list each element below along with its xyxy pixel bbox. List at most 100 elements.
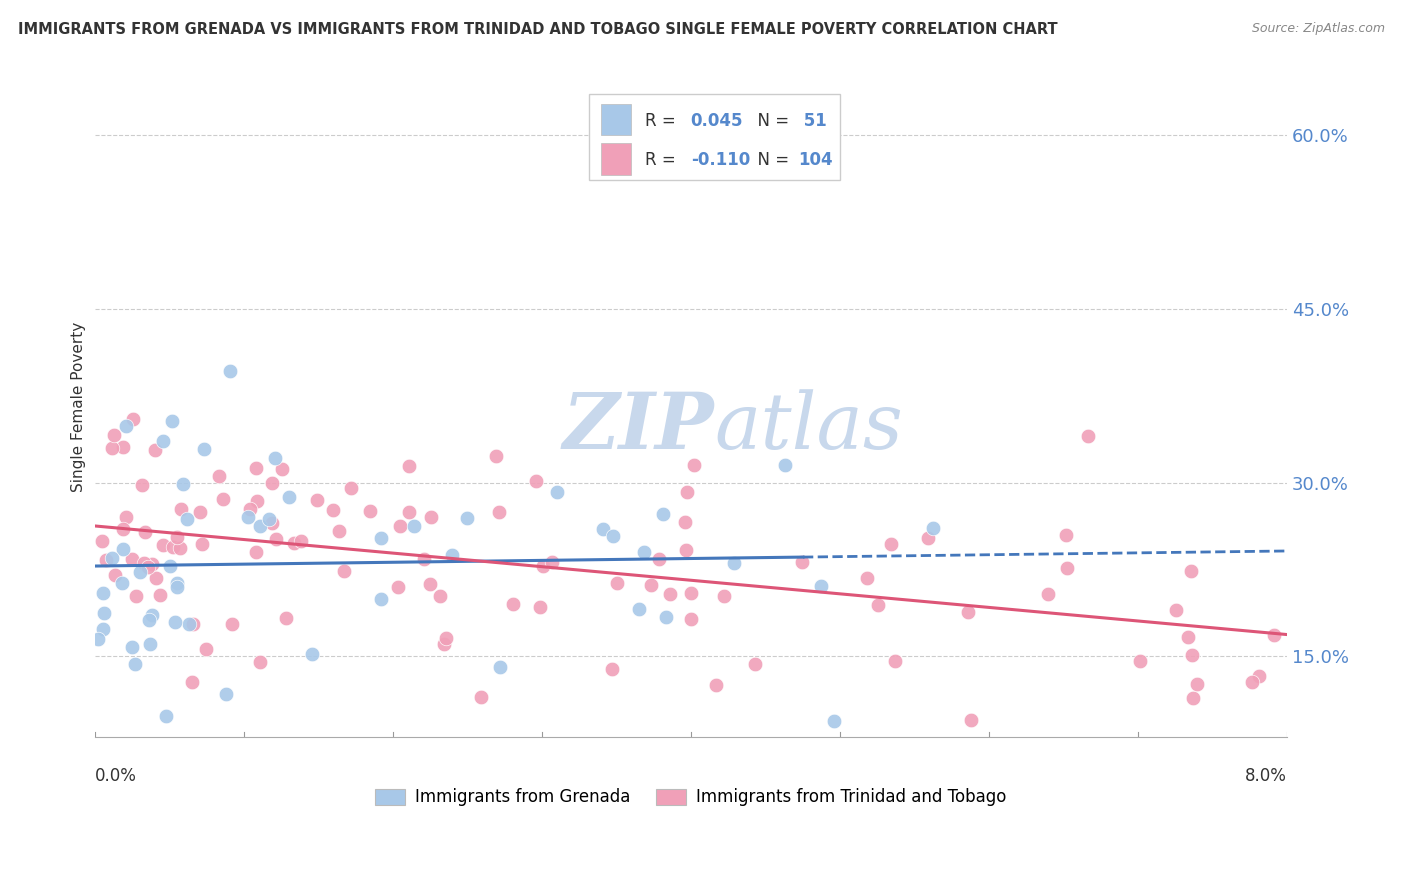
Point [592, 522, 614, 536]
Point [245, 461, 267, 475]
Point [1241, 675, 1264, 690]
Point [221, 616, 243, 631]
Point [884, 654, 907, 668]
Point [264, 450, 287, 465]
Point [1177, 630, 1199, 644]
Point [531, 559, 554, 574]
Point [485, 450, 508, 464]
Point [679, 612, 702, 626]
Point [307, 492, 329, 507]
Point [141, 608, 163, 623]
Text: atlas: atlas [714, 389, 903, 466]
Point [1180, 564, 1202, 578]
Point [90, 534, 112, 549]
Point [1263, 628, 1285, 642]
Point [277, 490, 299, 504]
Point [659, 587, 682, 601]
Point [1181, 648, 1204, 662]
Text: 8.0%: 8.0% [1244, 767, 1286, 785]
Point [602, 529, 624, 543]
FancyBboxPatch shape [602, 144, 631, 175]
Point [398, 459, 420, 474]
Point [339, 481, 361, 495]
Point [546, 485, 568, 500]
Text: ZIP: ZIP [562, 389, 714, 466]
Point [104, 567, 127, 582]
FancyBboxPatch shape [589, 94, 839, 179]
Point [333, 564, 356, 578]
Point [260, 475, 283, 490]
Point [524, 475, 547, 489]
Point [239, 501, 262, 516]
Point [193, 442, 215, 456]
Point [166, 581, 188, 595]
Point [114, 510, 136, 524]
Point [169, 541, 191, 556]
Text: N =: N = [747, 112, 794, 129]
Point [134, 556, 156, 570]
Point [103, 427, 125, 442]
Point [679, 586, 702, 600]
Point [1056, 561, 1078, 575]
Point [502, 597, 524, 611]
Point [159, 558, 181, 573]
Point [402, 519, 425, 533]
Text: IMMIGRANTS FROM GRENADA VS IMMIGRANTS FROM TRINIDAD AND TOBAGO SINGLE FEMALE POV: IMMIGRANTS FROM GRENADA VS IMMIGRANTS FR… [18, 22, 1057, 37]
Point [112, 541, 135, 556]
Point [246, 494, 269, 508]
Point [91, 623, 114, 637]
Point [152, 538, 174, 552]
Point [1036, 587, 1059, 601]
Point [683, 458, 706, 472]
Point [121, 640, 143, 654]
Point [131, 477, 153, 491]
Point [1077, 429, 1099, 443]
Point [790, 555, 813, 569]
Point [143, 443, 166, 458]
Point [283, 536, 305, 550]
Point [1054, 528, 1077, 542]
Text: 51: 51 [799, 112, 827, 129]
Point [215, 687, 238, 701]
Point [249, 655, 271, 669]
Text: 0.045: 0.045 [690, 112, 744, 129]
Point [489, 660, 512, 674]
Legend: Immigrants from Grenada, Immigrants from Trinidad and Tobago: Immigrants from Grenada, Immigrants from… [368, 781, 1012, 814]
Point [152, 434, 174, 449]
Point [359, 504, 381, 518]
Text: R =: R = [645, 152, 682, 169]
Point [328, 524, 350, 538]
Point [959, 713, 981, 727]
Point [529, 599, 551, 614]
Point [128, 565, 150, 579]
Point [773, 458, 796, 472]
Point [470, 690, 492, 704]
Text: 0.0%: 0.0% [94, 767, 136, 785]
Point [433, 637, 456, 651]
Point [134, 524, 156, 539]
Point [176, 512, 198, 526]
Point [922, 521, 945, 535]
Point [136, 560, 159, 574]
Point [172, 477, 194, 491]
Point [145, 571, 167, 585]
Point [917, 531, 939, 545]
Point [181, 674, 204, 689]
Point [271, 462, 294, 476]
Point [627, 602, 650, 616]
Point [101, 442, 124, 456]
Point [100, 550, 122, 565]
Point [111, 440, 134, 454]
Point [264, 532, 287, 546]
Point [1182, 691, 1205, 706]
Point [648, 551, 671, 566]
FancyBboxPatch shape [602, 103, 631, 136]
Point [219, 363, 242, 377]
Point [93, 607, 115, 621]
Point [149, 588, 172, 602]
Point [541, 555, 564, 569]
Text: R =: R = [645, 112, 682, 129]
Point [245, 544, 267, 558]
Point [441, 548, 464, 562]
Point [111, 522, 134, 536]
